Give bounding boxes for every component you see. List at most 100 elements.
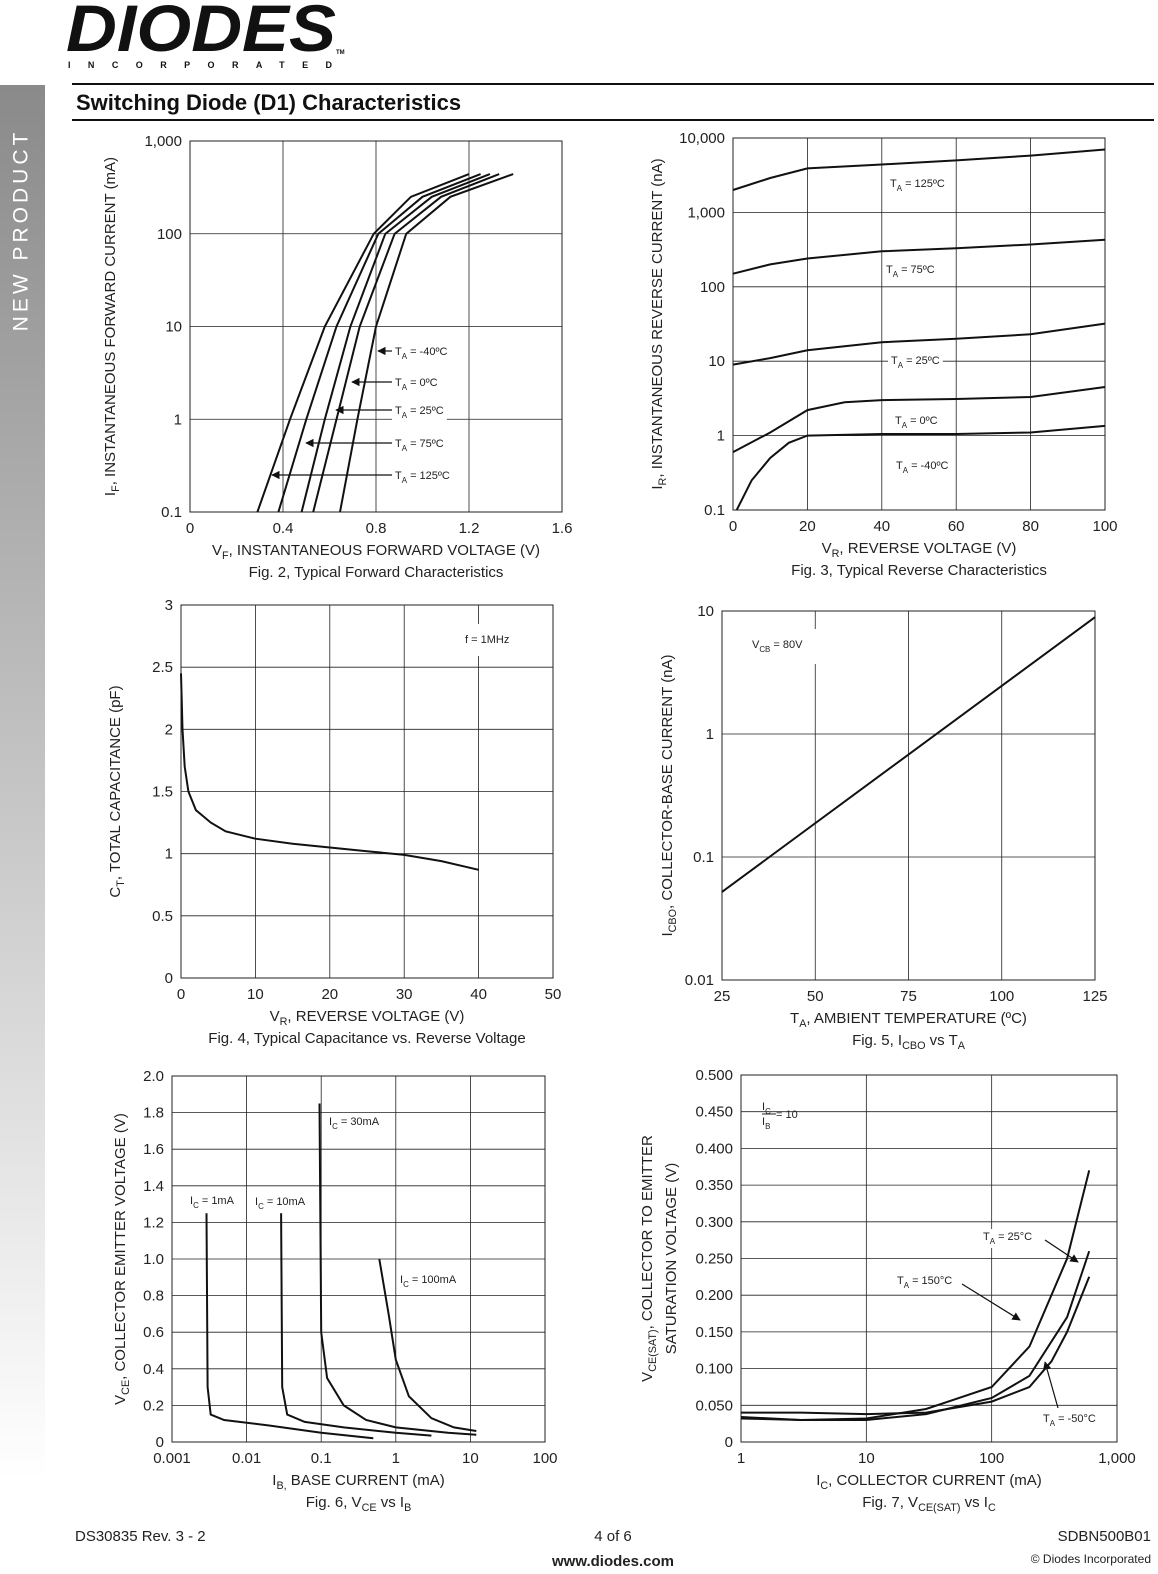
label-background (392, 468, 453, 487)
text-segment: T (983, 1231, 990, 1243)
text-segment: CBO (902, 1040, 925, 1052)
text-segment: I (102, 492, 119, 496)
x-tick-label: 40 (873, 518, 890, 535)
y-tick-label: 0.1 (704, 502, 725, 519)
side-label: NEW PRODUCT (10, 129, 33, 332)
x-tick-label: 10 (858, 1450, 875, 1467)
y-tick-label: 0.450 (695, 1104, 733, 1121)
x-tick-label: 80 (1022, 518, 1039, 535)
x-tick-label: 125 (1082, 988, 1107, 1005)
text-segment: T (896, 460, 903, 472)
x-axis-label: TA, AMBIENT TEMPERATURE (ºC) (790, 1010, 1027, 1030)
curve (339, 173, 514, 513)
x-tick-label: 20 (799, 518, 816, 535)
label-background (893, 458, 952, 477)
text-segment: = 0ºC (907, 415, 938, 427)
text-segment: V (752, 639, 760, 651)
text-segment: = -40ºC (908, 460, 948, 472)
text-segment: C (193, 1201, 199, 1210)
y-tick-label: 0.01 (685, 972, 714, 989)
label-background (1040, 1411, 1099, 1430)
text-segment: T (115, 880, 127, 887)
x-tick-label: 20 (321, 986, 338, 1003)
curve (741, 1276, 1091, 1416)
text-segment: T (395, 470, 402, 482)
y-tick-label: 2 (165, 721, 173, 738)
plot-area (732, 137, 1106, 511)
x-tick-label: 0.4 (273, 520, 294, 537)
x-tick-label: 0.1 (311, 1450, 332, 1467)
figure-caption: Fig. 2, Typical Forward Characteristics (249, 564, 504, 581)
series-label: IC = 30mA (329, 1116, 380, 1131)
label-background (392, 403, 447, 422)
y-axis-label: VCE(SAT), COLLECTOR TO EMITTER (639, 1135, 659, 1382)
label-background (397, 1272, 460, 1291)
x-tick-label: 1.6 (552, 520, 573, 537)
text-segment: A (893, 270, 899, 279)
fraction-numerator: IC (762, 1101, 771, 1116)
text-segment: = 150°C (909, 1275, 952, 1287)
x-tick-label: 0.8 (366, 520, 387, 537)
x-tick-label: 60 (948, 518, 965, 535)
x-axis-label: VR, REVERSE VOLTAGE (V) (822, 540, 1017, 560)
curve (732, 238, 1106, 275)
x-tick-label: 30 (396, 986, 413, 1003)
text-segment: , REVERSE VOLTAGE (V) (287, 1008, 464, 1025)
text-segment: T (886, 264, 893, 276)
text-segment: vs T (926, 1032, 958, 1049)
series-label: TA = 125ºC (890, 178, 945, 193)
label-background (980, 1229, 1036, 1248)
y-tick-label: 0.400 (695, 1140, 733, 1157)
y-tick-label: 1 (174, 411, 182, 428)
text-segment: = 100mA (409, 1274, 457, 1286)
x-tick-label: 100 (989, 988, 1014, 1005)
y-tick-label: 1.6 (143, 1141, 164, 1158)
y-tick-label: 1,000 (687, 204, 725, 221)
y-tick-label: 100 (157, 226, 182, 243)
trademark: TM (336, 50, 345, 56)
text-segment: T (395, 438, 402, 450)
label-background (451, 624, 524, 656)
y-tick-label: 0.500 (695, 1067, 733, 1084)
x-axis-label: IB, BASE CURRENT (mA) (272, 1472, 444, 1492)
text-segment: I (649, 485, 666, 489)
y-tick-label: 1.4 (143, 1178, 164, 1195)
x-axis-label: IC, COLLECTOR CURRENT (mA) (816, 1472, 1042, 1492)
x-tick-label: 50 (807, 988, 824, 1005)
text-segment: A (904, 1281, 910, 1290)
curve (732, 386, 1106, 453)
y-tick-label: 0.6 (143, 1324, 164, 1341)
text-segment: A (402, 383, 408, 392)
text-segment: Fig. 5, I (852, 1032, 902, 1049)
text-segment: A (1050, 1419, 1056, 1428)
text-segment: T (891, 355, 898, 367)
curve (256, 173, 470, 513)
text-segment: V (639, 1372, 656, 1382)
text-segment: , INSTANTANEOUS FORWARD VOLTAGE (V) (229, 542, 540, 559)
text-segment: , COLLECTOR CURRENT (mA) (828, 1472, 1042, 1489)
curve (735, 424, 1106, 511)
text-segment: I (659, 932, 676, 936)
y-tick-label: 1.2 (143, 1214, 164, 1231)
x-tick-label: 40 (470, 986, 487, 1003)
series-label: IC = 100mA (400, 1274, 457, 1289)
y-tick-label: 10 (697, 603, 714, 620)
logo: DIODES (66, 0, 336, 65)
text-segment: I (762, 1116, 765, 1128)
series-label: TA = 0ºC (895, 415, 938, 430)
y-axis-label: SATURATION VOLTAGE (V) (663, 1163, 680, 1354)
y-tick-label: 0.2 (143, 1397, 164, 1414)
text-segment: A (897, 184, 903, 193)
x-tick-label: 10 (462, 1450, 479, 1467)
y-tick-label: 0.1 (161, 504, 182, 521)
label-background (738, 629, 818, 664)
text-segment: A (402, 352, 408, 361)
text-segment: R (832, 548, 840, 560)
text-segment: = 25ºC (903, 355, 940, 367)
y-tick-label: 10 (165, 319, 182, 336)
series-label: TA = 25°C (983, 1231, 1032, 1246)
text-segment: T (890, 178, 897, 190)
y-tick-label: 1 (706, 726, 714, 743)
y-tick-label: 1,000 (144, 133, 182, 150)
x-tick-label: 1.2 (459, 520, 480, 537)
